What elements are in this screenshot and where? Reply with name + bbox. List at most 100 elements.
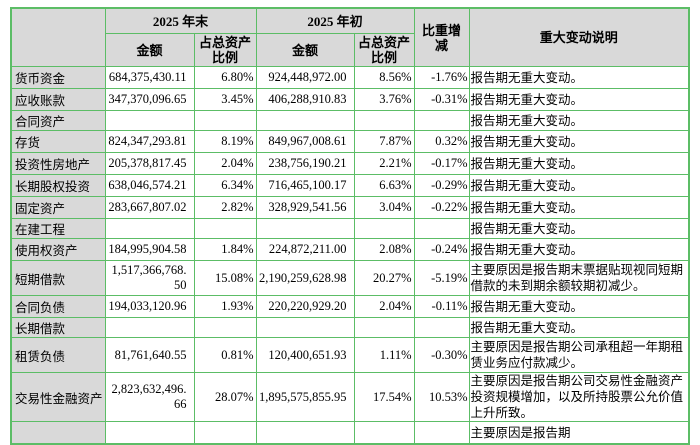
ratio-end-cell xyxy=(193,317,257,338)
ratio-begin-cell xyxy=(353,218,415,239)
ratio-end-cell: 2.82% xyxy=(193,196,257,219)
ratio-end-cell: 6.34% xyxy=(193,174,257,197)
ratio-begin-cell xyxy=(353,421,415,445)
change-cell: -0.30% xyxy=(413,337,470,373)
ratio-begin-cell: 6.63% xyxy=(353,174,415,197)
ratio-begin-cell: 2.08% xyxy=(353,238,415,261)
ratio-end-cell xyxy=(193,421,257,445)
note-cell: 报告期无重大变动。 xyxy=(468,152,690,175)
amount-begin-cell xyxy=(255,317,355,338)
row-label-cell xyxy=(10,421,106,445)
ratio-end-cell: 0.81% xyxy=(193,337,257,373)
note-cell: 报告期无重大变动。 xyxy=(468,196,690,219)
ratio-end-cell xyxy=(193,110,257,131)
note-cell: 主要原因是报告期 xyxy=(468,421,690,445)
amount-begin-cell: 1,895,575,855.95 xyxy=(255,372,355,422)
ratio-begin-cell: 20.27% xyxy=(353,260,415,296)
amount-end-cell xyxy=(104,421,195,445)
ratio-begin-cell: 3.76% xyxy=(353,88,415,111)
row-label-cell: 合同资产 xyxy=(10,110,106,131)
ratio-end-cell: 2.04% xyxy=(193,152,257,175)
amount-end-cell xyxy=(104,317,195,338)
ratio-end-header: 占总资产比例 xyxy=(193,33,257,67)
change-cell: -5.19% xyxy=(413,260,470,296)
table-row: 主要原因是报告期 xyxy=(10,421,690,445)
financial-changes-table: 2025 年末 2025 年初 比重增减 重大变动说明 金额 占总资产比例 金额… xyxy=(10,7,691,445)
row-label-cell: 使用权资产 xyxy=(10,238,106,261)
row-label-cell: 固定资产 xyxy=(10,196,106,219)
note-cell: 报告期无重大变动。 xyxy=(468,174,690,197)
amount-begin-cell: 924,448,972.00 xyxy=(255,66,355,89)
ratio-end-cell: 3.45% xyxy=(193,88,257,111)
amount-end-cell: 205,378,817.45 xyxy=(104,152,195,175)
amount-end-header: 金额 xyxy=(104,33,195,67)
table-row: 投资性房地产 205,378,817.45 2.04% 238,756,190.… xyxy=(10,152,690,175)
table-row: 货币资金 684,375,430.11 6.80% 924,448,972.00… xyxy=(10,66,690,89)
change-cell xyxy=(413,110,470,131)
change-cell xyxy=(413,421,470,445)
amount-begin-cell: 220,220,929.20 xyxy=(255,295,355,318)
ratio-end-cell: 15.08% xyxy=(193,260,257,296)
row-label-cell: 投资性房地产 xyxy=(10,152,106,175)
amount-begin-cell xyxy=(255,421,355,445)
change-cell: -0.22% xyxy=(413,196,470,219)
table-row: 合同负债 194,033,120.96 1.93% 220,220,929.20… xyxy=(10,295,690,318)
row-label-cell: 长期借款 xyxy=(10,317,106,338)
row-label-cell: 合同负债 xyxy=(10,295,106,318)
change-cell xyxy=(413,317,470,338)
row-label-cell: 长期股权投资 xyxy=(10,174,106,197)
table-header: 2025 年末 2025 年初 比重增减 重大变动说明 金额 占总资产比例 金额… xyxy=(10,7,690,67)
amount-end-cell xyxy=(104,110,195,131)
note-cell: 报告期无重大变动。 xyxy=(468,66,690,89)
note-cell: 报告期无重大变动。 xyxy=(468,317,690,338)
table-row: 长期股权投资 638,046,574.21 6.34% 716,465,100.… xyxy=(10,174,690,197)
change-cell: -0.31% xyxy=(413,88,470,111)
note-cell: 报告期无重大变动。 xyxy=(468,110,690,131)
note-header: 重大变动说明 xyxy=(468,7,690,67)
table-row: 租赁负债 81,761,640.55 0.81% 120,400,651.93 … xyxy=(10,337,690,373)
table-row: 合同资产 报告期无重大变动。 xyxy=(10,110,690,131)
period-end-header: 2025 年末 xyxy=(104,7,257,34)
period-begin-header: 2025 年初 xyxy=(255,7,415,34)
table-row: 固定资产 283,667,807.02 2.82% 328,929,541.56… xyxy=(10,196,690,219)
ratio-end-cell: 8.19% xyxy=(193,130,257,153)
table-body: 货币资金 684,375,430.11 6.80% 924,448,972.00… xyxy=(10,66,690,445)
note-cell: 报告期无重大变动。 xyxy=(468,130,690,153)
amount-end-cell xyxy=(104,218,195,239)
amount-end-cell: 824,347,293.81 xyxy=(104,130,195,153)
amount-end-cell: 184,995,904.58 xyxy=(104,238,195,261)
change-cell xyxy=(413,218,470,239)
amount-begin-header: 金额 xyxy=(255,33,355,67)
amount-begin-cell: 2,190,259,628.98 xyxy=(255,260,355,296)
note-cell: 主要原因是报告期公司承租超一年期租赁业务应付款减少。 xyxy=(468,337,690,373)
change-cell: -1.76% xyxy=(413,66,470,89)
table-row: 长期借款 报告期无重大变动。 xyxy=(10,317,690,338)
amount-begin-cell: 406,288,910.83 xyxy=(255,88,355,111)
change-cell: -0.11% xyxy=(413,295,470,318)
amount-begin-cell: 328,929,541.56 xyxy=(255,196,355,219)
amount-end-cell: 347,370,096.65 xyxy=(104,88,195,111)
amount-begin-cell: 224,872,211.00 xyxy=(255,238,355,261)
ratio-end-cell: 1.84% xyxy=(193,238,257,261)
table-row: 使用权资产 184,995,904.58 1.84% 224,872,211.0… xyxy=(10,238,690,261)
table-row: 交易性金融资产 2,823,632,496.66 28.07% 1,895,57… xyxy=(10,372,690,422)
change-cell: -0.24% xyxy=(413,238,470,261)
change-cell: -0.17% xyxy=(413,152,470,175)
ratio-begin-cell xyxy=(353,317,415,338)
ratio-end-cell xyxy=(193,218,257,239)
row-label-cell: 应收账款 xyxy=(10,88,106,111)
row-label-cell: 货币资金 xyxy=(10,66,106,89)
amount-end-cell: 1,517,366,768.50 xyxy=(104,260,195,296)
ratio-begin-cell xyxy=(353,110,415,131)
amount-end-cell: 81,761,640.55 xyxy=(104,337,195,373)
row-label-cell: 在建工程 xyxy=(10,218,106,239)
amount-end-cell: 684,375,430.11 xyxy=(104,66,195,89)
change-cell: -0.29% xyxy=(413,174,470,197)
note-cell: 报告期无重大变动。 xyxy=(468,218,690,239)
corner-header-cell xyxy=(10,7,106,67)
table-row: 在建工程 报告期无重大变动。 xyxy=(10,218,690,239)
amount-end-cell: 283,667,807.02 xyxy=(104,196,195,219)
ratio-end-cell: 28.07% xyxy=(193,372,257,422)
ratio-begin-cell: 1.11% xyxy=(353,337,415,373)
table-row: 存货 824,347,293.81 8.19% 849,967,008.61 7… xyxy=(10,130,690,153)
